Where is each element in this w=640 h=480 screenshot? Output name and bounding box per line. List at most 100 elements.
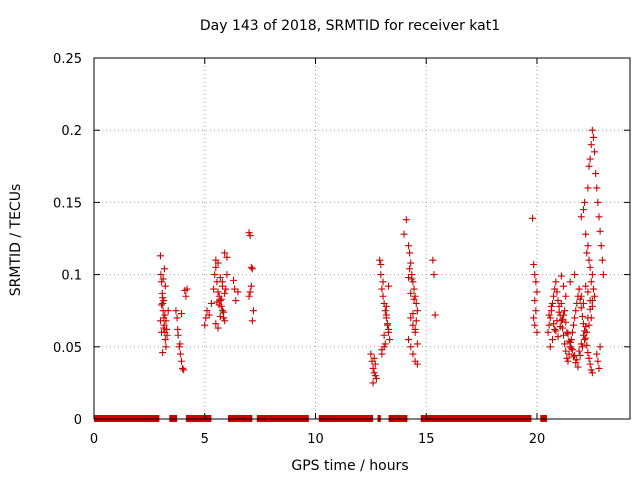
data-points	[156, 126, 607, 387]
data-point	[552, 278, 560, 286]
data-point	[221, 317, 229, 325]
data-point	[531, 297, 539, 305]
data-point	[370, 369, 378, 377]
data-point	[247, 282, 255, 290]
data-point	[546, 314, 554, 322]
data-point	[553, 288, 561, 296]
data-point	[575, 285, 583, 293]
data-point	[589, 285, 597, 293]
data-point	[577, 292, 585, 300]
data-point	[382, 311, 390, 319]
data-point	[245, 229, 253, 237]
data-point	[431, 311, 439, 319]
data-point	[592, 170, 600, 178]
data-point	[530, 314, 538, 322]
data-point	[158, 301, 166, 309]
data-point	[246, 232, 254, 240]
data-point	[557, 299, 565, 307]
data-point	[572, 359, 580, 367]
data-point	[248, 265, 256, 273]
data-point	[561, 307, 569, 315]
data-point	[380, 343, 388, 351]
data-point	[531, 271, 539, 279]
chart-title: Day 143 of 2018, SRMTID for receiver kat…	[200, 18, 500, 34]
data-point	[172, 307, 180, 315]
data-point	[370, 354, 378, 362]
y-axis-ticks: 0 0.05 0.1 0.15 0.2 0.25	[53, 52, 630, 428]
data-point	[588, 302, 596, 310]
data-point	[222, 285, 230, 293]
data-point	[158, 278, 166, 286]
data-point	[248, 317, 256, 325]
data-point	[591, 292, 599, 300]
data-point	[156, 317, 164, 325]
data-point	[581, 198, 589, 206]
data-point	[591, 148, 599, 156]
data-point	[411, 325, 419, 333]
data-point	[413, 307, 421, 315]
y-tick-label: 0.05	[53, 341, 82, 356]
data-point	[529, 214, 537, 222]
data-point	[430, 271, 438, 279]
data-point	[562, 347, 570, 355]
data-point	[162, 343, 170, 351]
data-point	[553, 317, 561, 325]
data-point	[182, 292, 190, 300]
data-point	[573, 356, 581, 364]
data-point	[588, 369, 596, 377]
data-point	[217, 295, 225, 303]
data-point	[174, 325, 182, 333]
data-point	[555, 308, 563, 316]
x-tick-label: 0	[90, 432, 98, 447]
data-point	[557, 272, 565, 280]
data-point	[584, 349, 592, 357]
data-point	[530, 260, 538, 268]
y-axis-label: SRMTID / TECUs	[8, 184, 24, 297]
data-point	[245, 292, 253, 300]
data-point	[586, 263, 594, 271]
data-point	[588, 126, 596, 134]
data-point	[584, 242, 592, 250]
data-point	[218, 282, 226, 290]
data-point	[383, 320, 391, 328]
data-point	[382, 302, 390, 310]
data-point	[545, 311, 553, 319]
data-point	[579, 299, 587, 307]
data-point	[545, 321, 553, 329]
y-tick-label: 0.1	[61, 269, 82, 284]
data-point	[385, 325, 393, 333]
data-point	[203, 307, 211, 315]
data-point	[407, 289, 415, 297]
data-point	[161, 311, 169, 319]
data-point	[578, 312, 586, 320]
data-point	[176, 350, 184, 358]
data-point	[531, 321, 539, 329]
data-point	[554, 297, 562, 305]
data-point	[220, 308, 228, 316]
data-point	[589, 133, 597, 141]
data-point	[587, 278, 595, 286]
data-point	[554, 333, 562, 341]
data-point	[586, 155, 594, 163]
data-point	[587, 366, 595, 374]
data-point	[582, 323, 590, 331]
data-point	[406, 265, 414, 273]
data-point	[408, 275, 416, 283]
data-point	[532, 278, 540, 286]
data-point	[164, 307, 172, 315]
data-point	[161, 336, 169, 344]
data-point	[546, 343, 554, 351]
data-point	[597, 242, 605, 250]
data-point	[570, 321, 578, 329]
data-point	[214, 259, 222, 267]
data-point	[379, 292, 387, 300]
data-point	[176, 340, 184, 348]
data-point	[180, 366, 188, 374]
data-point	[571, 271, 579, 279]
data-point	[562, 318, 570, 326]
data-point	[405, 273, 413, 281]
data-point	[582, 282, 590, 290]
x-tick-label: 10	[307, 432, 324, 447]
data-point	[551, 325, 559, 333]
data-point	[183, 285, 191, 293]
